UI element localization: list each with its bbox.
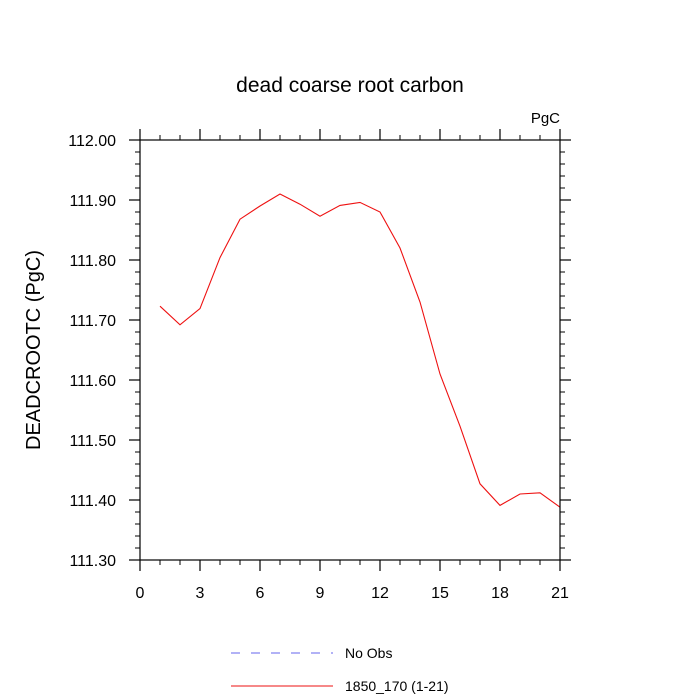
y-tick-label: 111.50 <box>69 433 116 450</box>
x-tick-label: 12 <box>371 585 389 602</box>
legend-label-0: No Obs <box>345 645 392 661</box>
x-tick-label: 0 <box>136 585 145 602</box>
x-tick-label: 3 <box>196 585 205 602</box>
chart-title: dead coarse root carbon <box>236 74 464 97</box>
y-tick-label: 111.60 <box>69 373 116 390</box>
y-tick-label: 111.70 <box>69 313 116 330</box>
plot-frame <box>139 139 561 561</box>
x-tick-label: 6 <box>256 585 265 602</box>
x-tick-label: 21 <box>551 585 569 602</box>
x-tick-label: 18 <box>491 585 509 602</box>
x-tick-label: 9 <box>316 585 325 602</box>
y-tick-label: 111.30 <box>69 553 116 570</box>
y-axis-label: DEADCROOTC (PgC) <box>23 250 45 450</box>
units-label: PgC <box>531 110 560 127</box>
series-line-1 <box>159 193 561 508</box>
legend-label-1: 1850_170 (1-21) <box>345 678 449 694</box>
y-tick-label: 112.00 <box>68 133 116 150</box>
y-tick-label: 111.90 <box>69 193 116 210</box>
x-tick-label: 15 <box>431 585 449 602</box>
y-tick-label: 111.80 <box>69 253 116 270</box>
y-tick-label: 111.40 <box>69 493 116 510</box>
